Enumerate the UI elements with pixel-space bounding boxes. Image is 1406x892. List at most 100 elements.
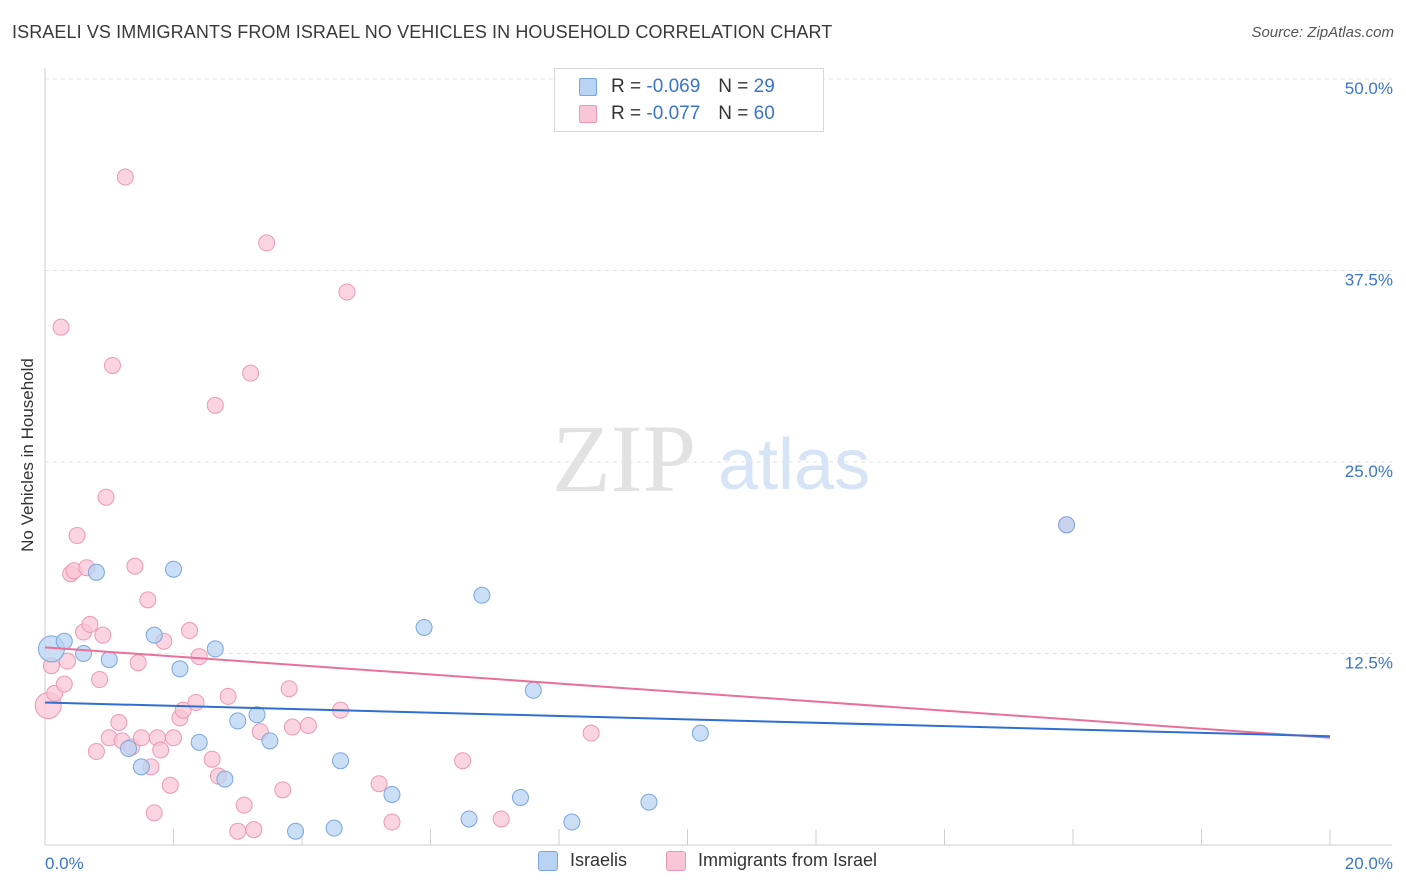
data-point-israelis [332, 752, 350, 770]
trend-line-israelis [44, 701, 1331, 738]
data-point-immigrants [370, 775, 388, 793]
data-point-immigrants [280, 680, 298, 698]
data-point-immigrants [242, 364, 260, 382]
trend-lines [44, 646, 1331, 739]
legend-row-israelis: R = -0.069 N = 29 [579, 75, 775, 99]
data-point-israelis [100, 651, 118, 669]
legend-n-value: 29 [753, 76, 775, 97]
trend-line-immigrants [44, 646, 1331, 739]
correlation-legend: R = -0.069 N = 29 R = -0.077 N = 60 [554, 68, 824, 132]
data-point-israelis [1058, 516, 1076, 534]
data-point-israelis [165, 560, 182, 578]
data-point-immigrants [235, 796, 253, 814]
data-point-immigrants [582, 724, 600, 742]
data-point-immigrants [245, 821, 263, 839]
data-point-immigrants [52, 318, 70, 336]
data-point-israelis [383, 785, 401, 803]
data-point-israelis [216, 770, 234, 788]
data-point-immigrants [181, 622, 199, 640]
data-point-israelis [415, 618, 433, 636]
data-point-immigrants [383, 813, 401, 831]
legend-swatch-pink [579, 105, 597, 123]
legend-r-value: -0.069 [646, 76, 701, 97]
legend-row-immigrants: R = -0.077 N = 60 [579, 102, 775, 126]
legend-item-immigrants[interactable]: Immigrants from Israel [666, 850, 877, 871]
data-point-israelis [55, 632, 73, 650]
data-point-immigrants [274, 781, 292, 799]
data-point-immigrants [132, 729, 150, 747]
chart-title: ISRAELI VS IMMIGRANTS FROM ISRAEL NO VEH… [12, 22, 833, 42]
data-point-immigrants [94, 626, 112, 644]
legend-n-label: N = [718, 76, 749, 97]
data-point-immigrants [145, 804, 163, 822]
data-point-immigrants [219, 687, 237, 705]
legend-r-value: -0.077 [646, 103, 701, 124]
data-point-israelis [75, 645, 93, 662]
source-label: Source: ZipAtlas.com [1251, 24, 1394, 41]
data-point-immigrants [139, 591, 157, 609]
data-point-israelis [287, 822, 305, 840]
data-point-israelis [691, 724, 709, 742]
data-point-israelis [248, 706, 266, 724]
x-tick-label: 20.0% [1345, 854, 1393, 873]
data-point-israelis [132, 758, 150, 776]
data-point-immigrants [258, 234, 276, 252]
data-point-immigrants [58, 652, 76, 670]
data-point-immigrants [103, 356, 121, 374]
data-point-immigrants [152, 741, 170, 759]
data-point-israelis [524, 681, 542, 699]
data-point-immigrants [110, 713, 128, 731]
legend-n-value: 60 [753, 103, 775, 124]
legend-n-label: N = [718, 103, 749, 124]
data-point-immigrants [190, 648, 208, 666]
x-tick-label: 0.0% [45, 854, 84, 873]
data-point-israelis [325, 819, 343, 837]
x-tick-labels: 0.0% 20.0% [45, 854, 1393, 873]
data-point-israelis [206, 640, 224, 658]
series-israelis-points [37, 516, 1076, 840]
data-point-immigrants [68, 527, 86, 545]
data-point-immigrants [283, 718, 301, 736]
watermark-zip: ZIP [552, 405, 696, 512]
data-point-immigrants [126, 557, 144, 575]
data-point-israelis [460, 810, 478, 828]
data-point-israelis [473, 586, 491, 604]
legend-label-israelis: Israelis [570, 850, 628, 870]
y-tick-label: 50.0% [1345, 79, 1393, 98]
legend-r-label: R = [611, 76, 642, 97]
legend-swatch-immigrants [666, 850, 686, 871]
data-point-immigrants [338, 283, 356, 301]
data-point-immigrants [81, 615, 99, 633]
data-point-israelis [145, 626, 163, 644]
data-point-israelis [171, 660, 189, 678]
data-point-israelis [190, 733, 208, 751]
data-point-israelis [87, 563, 105, 581]
data-point-immigrants [129, 654, 147, 672]
data-point-israelis [563, 813, 581, 831]
data-point-immigrants [161, 776, 179, 794]
data-point-israelis [120, 739, 138, 757]
data-point-israelis [640, 793, 658, 811]
data-point-immigrants [492, 810, 510, 828]
watermark-atlas: atlas [718, 425, 870, 505]
legend-r-label: R = [611, 103, 642, 124]
data-point-immigrants [229, 822, 247, 840]
data-point-immigrants [187, 694, 205, 712]
legend-swatch-blue [579, 78, 597, 96]
legend-label-immigrants: Immigrants from Israel [698, 850, 878, 870]
legend-swatch-israelis [538, 850, 558, 871]
data-point-immigrants [91, 671, 109, 689]
data-point-immigrants [203, 750, 221, 768]
y-tick-label: 12.5% [1345, 654, 1393, 673]
data-point-immigrants [55, 675, 73, 693]
data-point-immigrants [299, 717, 317, 735]
y-tick-label: 25.0% [1345, 462, 1393, 481]
data-point-immigrants [165, 729, 182, 747]
data-point-immigrants [87, 743, 105, 761]
watermark: ZIP atlas [552, 405, 870, 512]
data-point-immigrants [454, 752, 472, 770]
legend-item-israelis[interactable]: Israelis [538, 850, 627, 871]
y-tick-label: 37.5% [1345, 271, 1393, 290]
data-point-israelis [511, 789, 529, 807]
